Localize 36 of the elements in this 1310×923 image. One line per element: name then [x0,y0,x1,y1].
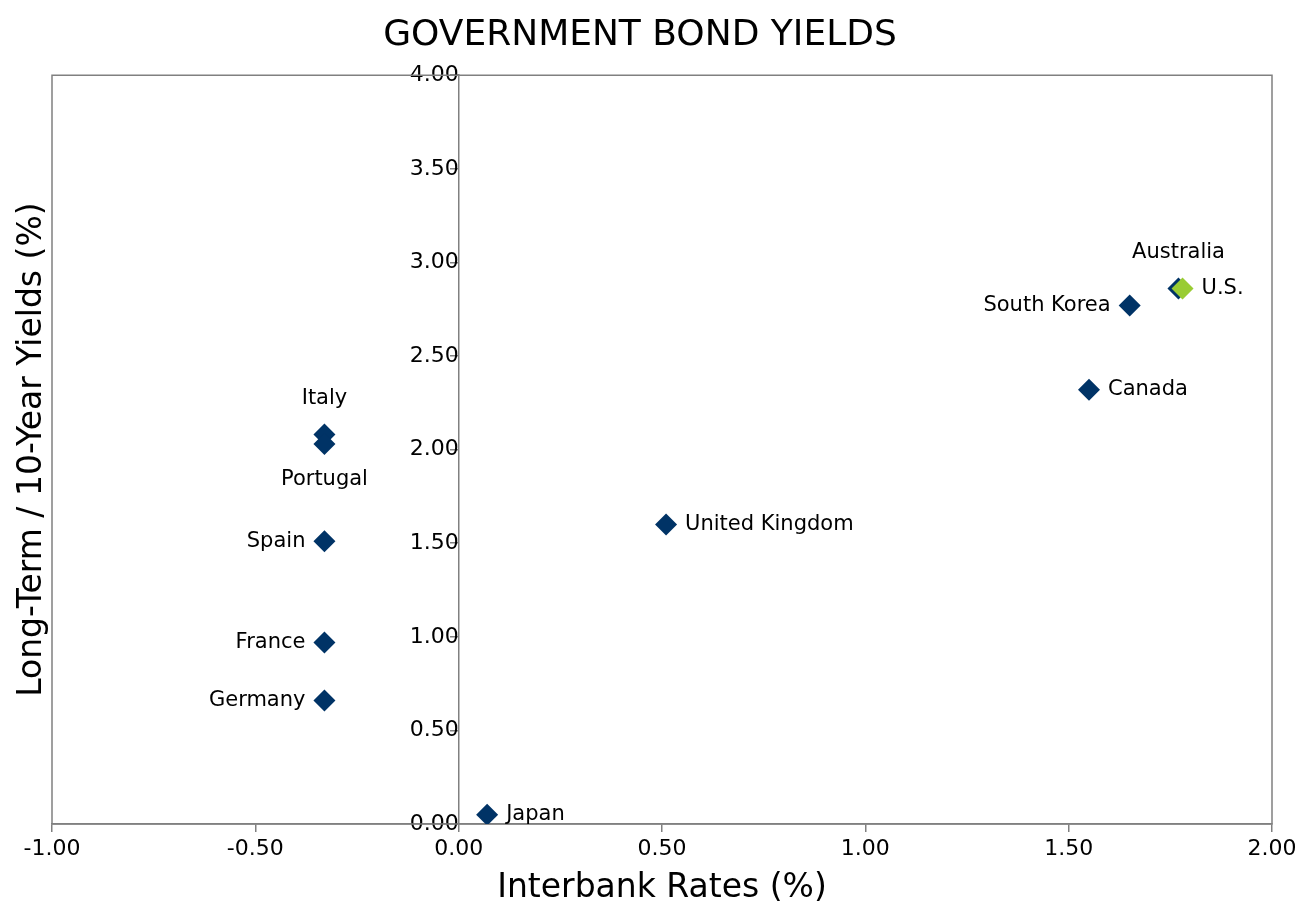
chart-title: GOVERNMENT BOND YIELDS [383,11,897,53]
y-tick-label: 0.00 [409,809,459,835]
y-tick-label: 1.00 [409,622,459,648]
y-axis-title: Long-Term / 10-Year Yields (%) [10,202,50,697]
annotation: Portugal [280,466,368,491]
annotation: Japan [504,801,565,826]
y-tick-label: 0.50 [409,716,459,742]
point [313,689,336,712]
y-tick-label: 3.00 [409,248,459,274]
x-tick-label: -0.50 [226,834,284,860]
annotation: United Kingdom [685,510,854,535]
annotation: Germany [208,686,306,711]
y-tick-label: 2.00 [409,435,459,461]
point [476,803,499,824]
annotation: South Korea [983,291,1111,316]
x-axis-title: Interbank Rates (%) [497,865,827,905]
point [1078,378,1100,401]
y-tick-label: 1.50 [409,528,459,554]
x-tick-label: 1.00 [840,834,890,860]
annotation: Canada [1108,376,1188,401]
annotation: Spain [246,527,306,552]
y-tick-label: 3.50 [409,154,459,180]
point [313,530,336,553]
x-tick-label: 0.50 [637,834,687,860]
x-tick-label: 2.00 [1247,834,1297,860]
point [655,513,678,536]
x-tick-label: 1.50 [1044,834,1094,860]
x-tick-label: -1.00 [23,834,81,860]
annotation: Australia [1132,239,1225,264]
x-tick-label: 0.00 [434,834,484,860]
y-tick-label: 2.50 [409,341,459,367]
annotation: Italy [301,385,348,410]
annotation: U.S. [1201,275,1244,300]
point [313,631,336,654]
point [1118,294,1141,317]
annotation: France [235,628,306,653]
